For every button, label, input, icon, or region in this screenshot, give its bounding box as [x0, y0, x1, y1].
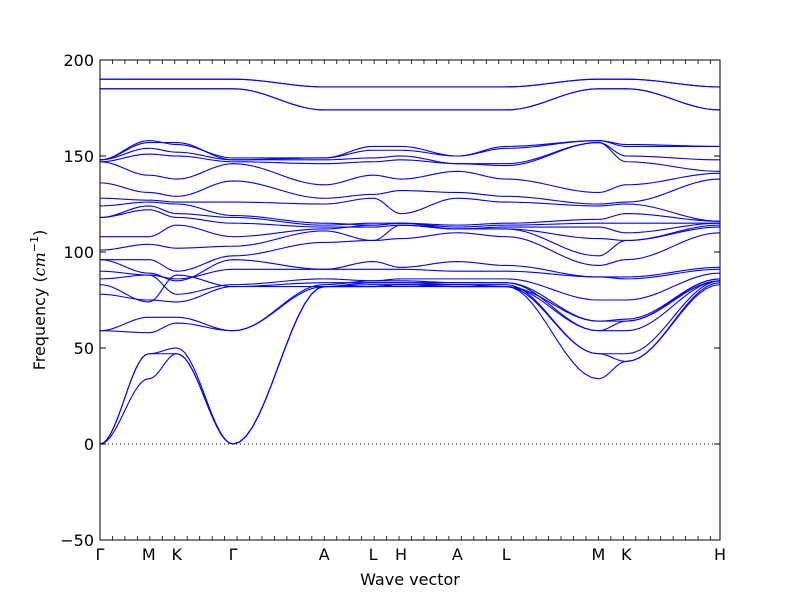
- band-line-19: [99, 161, 721, 194]
- x-tick-label: A: [319, 545, 330, 564]
- y-axis-ticks: −50 0 50 100 150 200: [60, 51, 720, 550]
- band-line-15: [99, 205, 720, 228]
- x-tick-label: H: [714, 545, 726, 564]
- y-axis-title-exponent: −1: [28, 236, 41, 252]
- band-line-24: [100, 88, 721, 111]
- band-line-2: [99, 282, 721, 445]
- band-line-14: [99, 209, 721, 234]
- y-tick-label: 0: [84, 435, 94, 454]
- band-line-12: [99, 224, 721, 257]
- band-line-11: [100, 232, 721, 272]
- band-line-10: [99, 259, 721, 282]
- band-line-1: [99, 284, 721, 445]
- x-tick-label: M: [142, 545, 156, 564]
- plot-frame: [99, 59, 721, 541]
- band-line-18: [99, 178, 721, 205]
- y-axis-title: Frequency (cm−1): [28, 230, 49, 371]
- x-tick-label: H: [395, 545, 407, 564]
- band-line-4: [99, 280, 721, 334]
- y-tick-label: 100: [63, 243, 94, 262]
- band-line-7: [99, 274, 721, 322]
- band-line-3: [99, 280, 721, 445]
- x-tick-label: L: [369, 545, 378, 564]
- dispersion-curves: [99, 78, 721, 445]
- x-tick-label: K: [172, 545, 183, 564]
- band-line-26: [100, 78, 721, 88]
- y-tick-label: 50: [74, 339, 94, 358]
- x-tick-label: Γ: [96, 545, 105, 564]
- band-line-5: [99, 280, 721, 332]
- band-line-21: [99, 142, 721, 165]
- x-tick-label: L: [502, 545, 511, 564]
- y-axis-title-close: ): [30, 230, 49, 236]
- x-axis-title: Wave vector: [360, 570, 460, 589]
- band-line-16: [99, 201, 721, 226]
- band-line-8: [99, 272, 721, 301]
- x-tick-label: M: [591, 545, 605, 564]
- y-axis-title-text: Frequency (: [30, 276, 49, 370]
- y-tick-label: −50: [60, 531, 94, 550]
- band-line-23: [99, 140, 721, 161]
- x-tick-label: K: [621, 545, 632, 564]
- band-line-25: [100, 88, 721, 111]
- y-tick-label: 200: [63, 51, 94, 70]
- y-axis-title-unit: cm: [30, 252, 49, 276]
- x-tick-label: Γ: [229, 545, 238, 564]
- band-line-27: [100, 78, 721, 88]
- band-line-17: [99, 197, 721, 222]
- y-tick-label: 150: [63, 147, 94, 166]
- x-tick-label: A: [452, 545, 463, 564]
